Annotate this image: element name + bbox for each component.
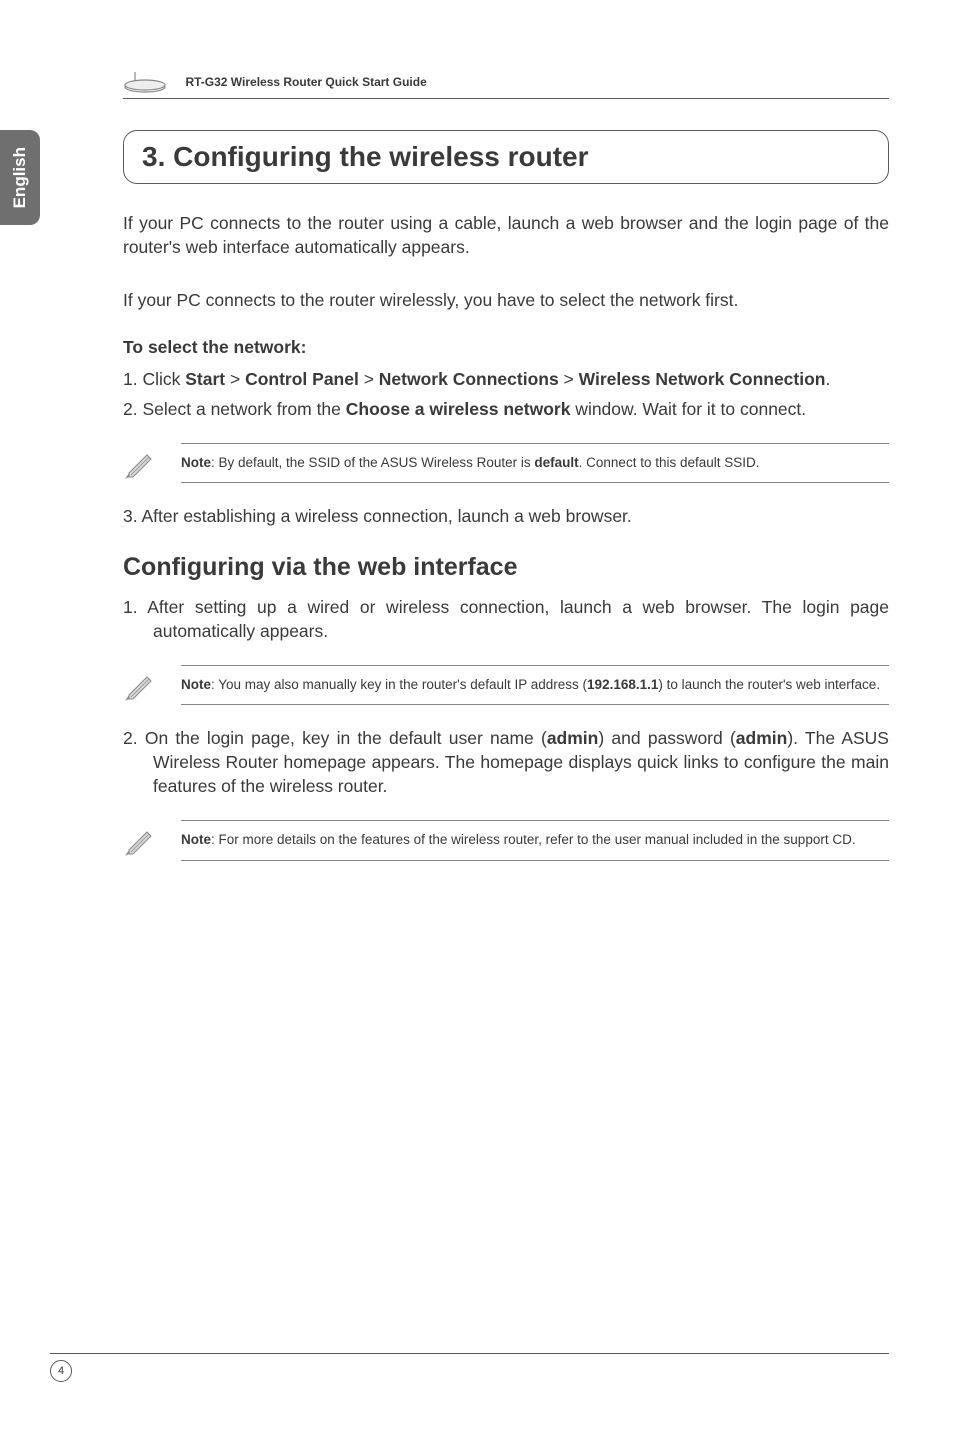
- web-steps-2: 2. On the login page, key in the default…: [123, 727, 889, 798]
- note-3-text: Note: For more details on the features o…: [181, 831, 889, 849]
- web-steps-1: 1. After setting up a wired or wireless …: [123, 596, 889, 643]
- header-divider: [123, 98, 889, 99]
- intro-para-2: If your PC connects to the router wirele…: [123, 289, 889, 313]
- language-label: English: [10, 147, 30, 208]
- page-footer: 4: [50, 1353, 889, 1382]
- step-1-num: 1.: [123, 369, 138, 389]
- intro-para-1: If your PC connects to the router using …: [123, 212, 889, 259]
- note-1: Note: By default, the SSID of the ASUS W…: [123, 443, 889, 483]
- note-2-text-wrap: Note: You may also manually key in the r…: [181, 665, 889, 705]
- main-content: 3. Configuring the wireless router If yo…: [123, 130, 889, 883]
- configuring-web-heading: Configuring via the web interface: [123, 553, 889, 582]
- section-heading: 3. Configuring the wireless router: [142, 141, 589, 172]
- pencil-icon: [123, 449, 157, 483]
- pencil-icon: [123, 671, 157, 705]
- step-1-network-connections: Network Connections: [379, 369, 559, 389]
- note-1-text-wrap: Note: By default, the SSID of the ASUS W…: [181, 443, 889, 483]
- web-step-1: 1. After setting up a wired or wireless …: [123, 596, 889, 643]
- step-1-start: Start: [185, 369, 225, 389]
- step-1-wireless: Wireless Network Connection: [579, 369, 826, 389]
- step-1: 1. Click Start > Control Panel > Network…: [123, 368, 889, 392]
- step-1-pre: Click: [138, 369, 186, 389]
- note-2: Note: You may also manually key in the r…: [123, 665, 889, 705]
- step-1-control-panel: Control Panel: [245, 369, 359, 389]
- step-3-num: 3.: [123, 506, 138, 526]
- note-2-text: Note: You may also manually key in the r…: [181, 676, 889, 694]
- page-header: RT-G32 Wireless Router Quick Start Guide: [123, 70, 889, 99]
- web-step-2: 2. On the login page, key in the default…: [123, 727, 889, 798]
- select-network-steps: 1. Click Start > Control Panel > Network…: [123, 368, 889, 421]
- note-3: Note: For more details on the features o…: [123, 820, 889, 860]
- page-number: 4: [50, 1360, 72, 1382]
- language-side-tab: English: [0, 130, 40, 225]
- note-3-text-wrap: Note: For more details on the features o…: [181, 820, 889, 860]
- step-3: 3. After establishing a wireless connect…: [123, 505, 889, 529]
- router-icon: [123, 70, 173, 94]
- header-title: RT-G32 Wireless Router Quick Start Guide: [185, 75, 426, 89]
- section-heading-box: 3. Configuring the wireless router: [123, 130, 889, 184]
- step-2-num: 2.: [123, 399, 138, 419]
- note-1-text: Note: By default, the SSID of the ASUS W…: [181, 454, 889, 472]
- select-network-subhead: To select the network:: [123, 337, 889, 358]
- pencil-icon: [123, 826, 157, 860]
- step-2-choose: Choose a wireless network: [346, 399, 571, 419]
- footer-divider: [50, 1353, 889, 1354]
- select-network-steps-2: 3. After establishing a wireless connect…: [123, 505, 889, 529]
- step-2: 2. Select a network from the Choose a wi…: [123, 398, 889, 422]
